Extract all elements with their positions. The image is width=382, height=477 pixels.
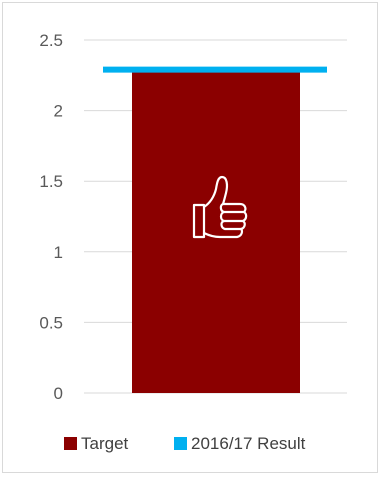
y-axis-ticks: 0 0.5 1 1.5 2 2.5 <box>39 31 63 403</box>
bar-target <box>132 72 300 393</box>
legend-label: Target <box>81 434 129 453</box>
y-tick-label: 2 <box>54 102 63 121</box>
y-tick-label: 0.5 <box>39 313 63 332</box>
bars <box>132 72 300 393</box>
thumbs-up-icon <box>192 175 248 239</box>
legend-swatch-target <box>64 437 77 450</box>
y-tick-label: 2.5 <box>39 31 63 50</box>
y-tick-label: 0 <box>54 384 63 403</box>
y-tick-label: 1 <box>54 243 63 262</box>
legend: Target 2016/17 Result <box>64 434 306 453</box>
legend-swatch-2016-17-result <box>174 437 187 450</box>
y-tick-label: 1.5 <box>39 172 63 191</box>
legend-label: 2016/17 Result <box>191 434 306 453</box>
